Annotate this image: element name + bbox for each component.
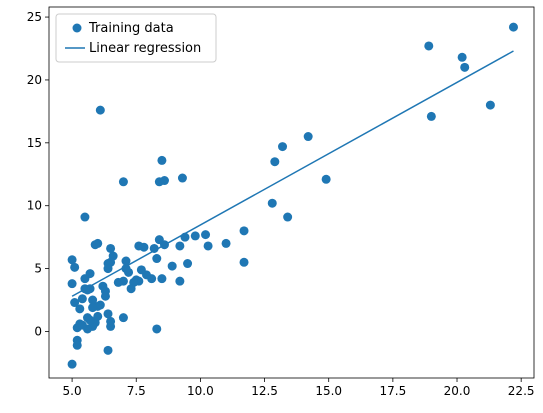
data-point [321, 174, 331, 184]
x-tick-label: 12.5 [251, 384, 278, 398]
data-point [90, 240, 100, 250]
data-point [239, 257, 249, 267]
data-point [154, 235, 164, 245]
legend-label-linear-regression: Linear regression [89, 41, 201, 56]
data-point [77, 320, 87, 330]
data-point [72, 340, 82, 350]
data-point [126, 284, 136, 294]
data-point [106, 243, 116, 253]
x-tick-label: 17.5 [380, 384, 407, 398]
data-point [134, 241, 144, 251]
legend-marker-training-data [72, 23, 82, 33]
data-point [103, 345, 113, 355]
data-point [426, 111, 436, 121]
data-point [77, 294, 87, 304]
data-point [283, 212, 293, 222]
data-point [118, 177, 128, 187]
x-tick-label: 20.0 [444, 384, 471, 398]
data-point [175, 276, 185, 286]
y-tick-label: 20 [27, 73, 42, 87]
data-point [485, 100, 495, 110]
data-point [106, 321, 116, 331]
data-point [157, 274, 167, 284]
data-point [180, 232, 190, 242]
regression-line [71, 50, 514, 297]
data-point [267, 198, 277, 208]
data-point [113, 277, 123, 287]
data-point [103, 264, 113, 274]
data-point [460, 62, 470, 72]
data-point [100, 291, 110, 301]
y-tick-label: 0 [34, 324, 42, 338]
data-point [93, 311, 103, 321]
x-tick-label: 5.0 [63, 384, 82, 398]
legend: Training data Linear regression [55, 13, 217, 63]
x-axis: 5.0 7.5 10.0 12.5 15.0 17.5 20.0 22.5 [63, 378, 535, 398]
data-point [221, 238, 231, 248]
data-point [85, 315, 95, 325]
data-point [70, 262, 80, 272]
data-point [88, 303, 98, 313]
data-point [457, 52, 467, 62]
data-point [508, 22, 518, 32]
y-tick-label: 5 [34, 262, 42, 276]
data-point [270, 157, 280, 167]
data-point [278, 142, 288, 152]
plot-area [49, 7, 534, 378]
x-tick-label: 10.0 [187, 384, 214, 398]
data-point [95, 105, 105, 115]
y-axis: 0 5 10 15 20 25 [27, 10, 49, 338]
data-point [70, 298, 80, 308]
x-tick-label: 22.5 [508, 384, 535, 398]
data-point [80, 274, 90, 284]
y-tick-label: 10 [27, 199, 42, 213]
data-point [154, 177, 164, 187]
data-point [80, 284, 90, 294]
data-point [303, 132, 313, 142]
legend-label-training-data: Training data [88, 21, 174, 36]
data-point [239, 226, 249, 236]
scatter-points-layer [67, 22, 518, 369]
legend-box [55, 13, 217, 63]
x-tick-label: 7.5 [127, 384, 146, 398]
data-point [88, 295, 98, 305]
data-point [118, 313, 128, 323]
data-point [67, 255, 77, 265]
data-point [157, 155, 167, 165]
regression-line-layer [71, 50, 514, 297]
data-point [190, 231, 200, 241]
data-point [136, 265, 146, 275]
data-point [103, 309, 113, 319]
data-point [121, 256, 131, 266]
data-point [80, 212, 90, 222]
data-point [152, 324, 162, 334]
data-point [201, 230, 211, 240]
data-point [167, 261, 177, 271]
data-point [149, 243, 159, 253]
data-point [203, 241, 213, 251]
data-point [177, 173, 187, 183]
data-point [67, 279, 77, 289]
data-point [152, 254, 162, 264]
data-point [98, 281, 108, 291]
data-point [175, 241, 185, 251]
data-point [424, 41, 434, 51]
data-point [75, 304, 85, 314]
data-point [67, 359, 77, 369]
plot-frame [48, 6, 535, 379]
y-tick-label: 15 [27, 136, 42, 150]
data-point [121, 264, 131, 274]
data-point [183, 259, 193, 269]
x-tick-label: 15.0 [315, 384, 342, 398]
y-tick-label: 25 [27, 10, 42, 24]
